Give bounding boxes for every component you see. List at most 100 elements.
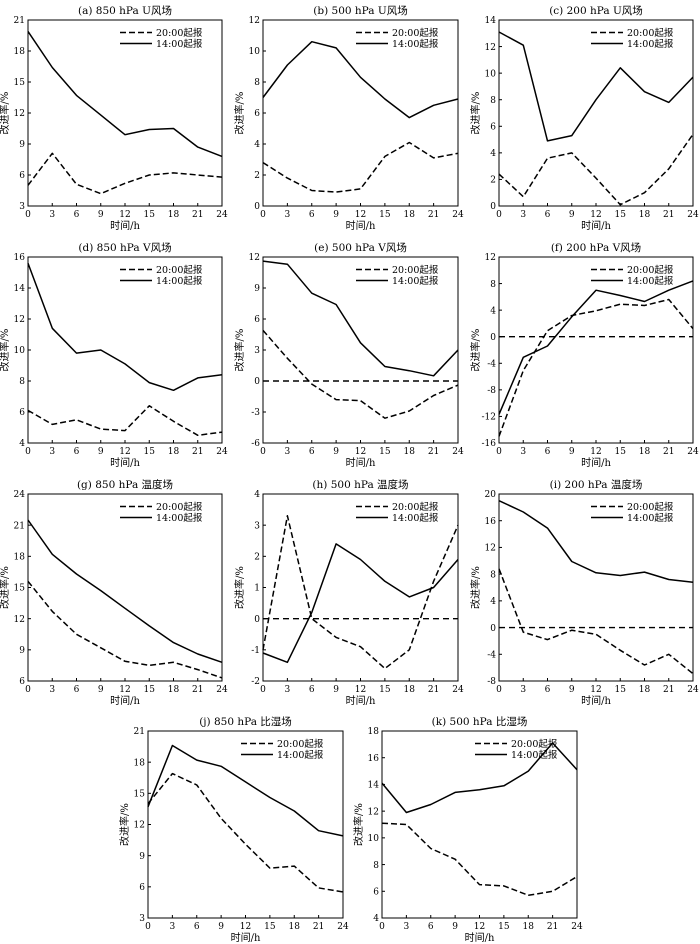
panel-f: (f) 200 hPa V风场 0 3 6 9 12 15 18 21 24 -16 -12 -8 -4 0… — [469, 241, 699, 469]
legend-label: 20:00起报 — [627, 264, 674, 276]
x-tick-label: 3 — [520, 685, 526, 695]
x-tick-label: 6 — [309, 685, 315, 695]
y-tick-label: 9 — [254, 284, 260, 294]
series-line-dashed — [27, 580, 223, 679]
x-tick-label: 18 — [289, 922, 301, 932]
x-tick-label: 21 — [192, 447, 203, 457]
chart-title: (g) 850 hPa 温度场 — [77, 478, 173, 491]
y-tick-label: 3 — [139, 914, 145, 924]
x-tick-label: 21 — [428, 447, 439, 457]
y-tick-label: 0 — [490, 333, 496, 343]
y-tick-label: 21 — [14, 16, 25, 26]
legend-label: 14:00起报 — [511, 749, 558, 761]
y-tick-label: 16 — [485, 517, 497, 527]
y-tick-label: 18 — [368, 727, 380, 737]
x-tick-label: 21 — [663, 447, 674, 457]
x-tick-label: 12 — [590, 210, 601, 220]
series-line-solid — [262, 40, 459, 119]
x-axis-label: 时间/h — [346, 694, 376, 707]
y-tick-label: -8 — [487, 677, 496, 687]
x-tick-label: 18 — [639, 685, 651, 695]
y-tick-label: 12 — [134, 821, 145, 831]
x-tick-label: 6 — [545, 447, 551, 457]
x-tick-label: 18 — [168, 685, 180, 695]
panel-d: (d) 850 hPa V风场 0 3 6 9 12 15 18 21 24 4 6 8 10 12 14 16… — [0, 241, 228, 469]
x-axis-label: 时间/h — [581, 694, 611, 707]
x-tick-label: 9 — [333, 210, 339, 220]
series-line-dashed — [498, 298, 694, 437]
x-tick-label: 9 — [333, 447, 339, 457]
y-tick-label: 20 — [485, 490, 497, 500]
series-line-dashed — [27, 405, 223, 437]
y-tick-label: -2 — [251, 677, 260, 687]
x-tick-label: 6 — [309, 447, 315, 457]
x-tick-label: 18 — [523, 922, 535, 932]
y-tick-label: -4 — [487, 650, 496, 660]
y-tick-label: -1 — [251, 646, 260, 656]
y-tick-label: 10 — [485, 69, 497, 79]
x-axis-label: 时间/h — [110, 694, 140, 707]
x-tick-label: 12 — [474, 922, 485, 932]
x-tick-label: 3 — [49, 447, 55, 457]
y-tick-label: 10 — [368, 834, 380, 844]
y-tick-label: 8 — [19, 377, 25, 387]
y-tick-label: -4 — [487, 359, 496, 369]
y-tick-label: 4 — [490, 597, 496, 607]
y-tick-label: 15 — [134, 790, 146, 800]
legend-label: 14:00起报 — [277, 749, 324, 761]
y-tick-label: -12 — [482, 413, 497, 423]
chart-title: (i) 200 hPa 温度场 — [550, 478, 643, 491]
series-line-solid — [262, 543, 459, 664]
series-line-dashed — [498, 568, 694, 675]
series-line-solid — [27, 519, 223, 664]
x-tick-label: 15 — [144, 685, 156, 695]
x-tick-label: 24 — [337, 922, 349, 932]
x-tick-label: 9 — [569, 685, 575, 695]
legend-label: 20:00起报 — [392, 264, 439, 276]
y-tick-label: -6 — [251, 439, 260, 449]
x-tick-label: 3 — [404, 922, 410, 932]
series-line-dashed — [498, 133, 694, 206]
y-tick-label: 3 — [19, 202, 25, 212]
y-tick-label: 14 — [14, 284, 26, 294]
x-tick-label: 21 — [192, 685, 203, 695]
y-tick-label: 8 — [490, 570, 496, 580]
x-tick-label: 15 — [379, 685, 391, 695]
y-tick-label: 3 — [254, 521, 260, 531]
y-tick-label: 6 — [19, 408, 25, 418]
y-tick-label: -8 — [487, 386, 496, 396]
x-tick-label: 21 — [663, 210, 674, 220]
y-tick-label: 6 — [373, 887, 379, 897]
legend-label: 20:00起报 — [156, 27, 203, 39]
chart-title: (j) 850 hPa 比湿场 — [199, 715, 292, 728]
legend-label: 20:00起报 — [392, 501, 439, 513]
y-tick-label: 8 — [373, 861, 379, 871]
y-axis-label: 改进率/% — [0, 92, 11, 135]
y-tick-label: 4 — [490, 306, 496, 316]
legend-label: 20:00起报 — [277, 738, 324, 750]
x-axis-label: 时间/h — [110, 219, 140, 232]
legend-label: 20:00起报 — [156, 501, 203, 513]
chart-title: (b) 500 hPa U风场 — [313, 4, 407, 17]
x-tick-label: 21 — [547, 922, 558, 932]
y-tick-label: 18 — [14, 553, 26, 563]
legend-label: 14:00起报 — [627, 512, 674, 524]
y-tick-label: 6 — [254, 109, 260, 119]
legend-label: 14:00起报 — [156, 38, 203, 50]
y-axis-label: 改进率/% — [233, 566, 246, 609]
x-tick-label: 6 — [428, 922, 434, 932]
x-tick-label: 12 — [590, 685, 601, 695]
chart-title: (k) 500 hPa 比湿场 — [432, 715, 528, 728]
x-tick-label: 9 — [333, 685, 339, 695]
chart-title: (f) 200 hPa V风场 — [551, 241, 641, 254]
y-tick-label: 0 — [490, 202, 496, 212]
y-tick-label: 18 — [134, 758, 146, 768]
x-tick-label: 15 — [379, 210, 391, 220]
x-axis-label: 时间/h — [581, 456, 611, 469]
chart-title: (h) 500 hPa 温度场 — [312, 478, 408, 491]
x-tick-label: 15 — [615, 685, 627, 695]
panel-g: (g) 850 hPa 温度场 0 3 6 9 12 15 18 21 24 6 9 12 15 18 21 2… — [0, 478, 228, 707]
y-tick-label: 12 — [485, 544, 496, 554]
